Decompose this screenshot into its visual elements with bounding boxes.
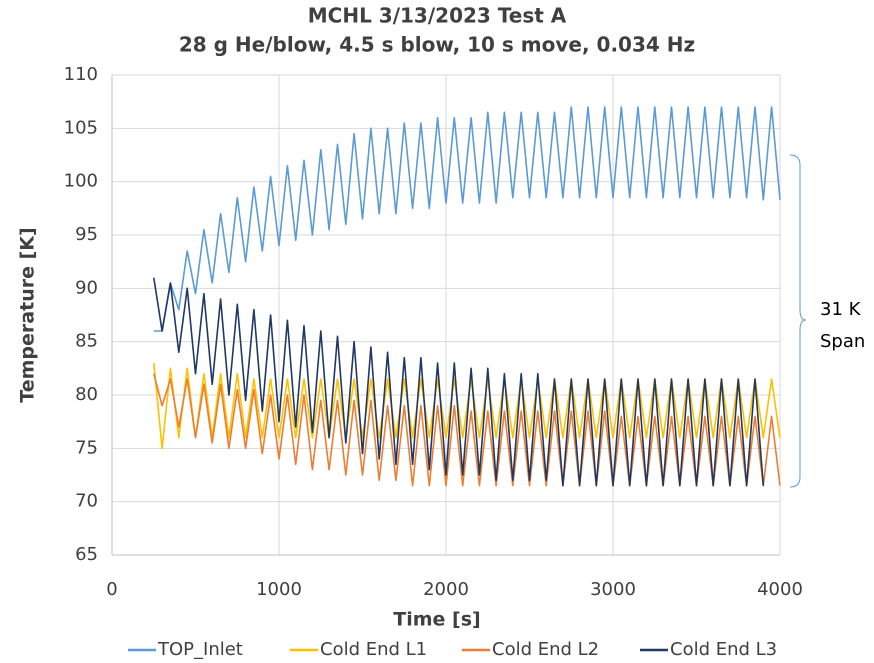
annotation: Span [820, 331, 865, 352]
y-tick-label: 105 [64, 117, 98, 138]
y-axis-label: Temperature [K] [17, 227, 39, 402]
series-line [153, 362, 781, 450]
x-axis-label: Time [s] [393, 609, 480, 631]
x-tick-label: 2000 [423, 579, 469, 600]
y-tick-label: 90 [75, 277, 98, 298]
x-tick-label: 0 [106, 579, 117, 600]
annotation: 31 K [820, 299, 862, 320]
chart-title: MCHL 3/13/2023 Test A [308, 4, 567, 28]
span-bracket [789, 154, 807, 488]
chart-subtitle: 28 g He/blow, 4.5 s blow, 10 s move, 0.0… [179, 33, 695, 57]
y-tick-label: 110 [64, 64, 98, 85]
y-tick-label: 70 [75, 491, 98, 512]
y-tick-label: 65 [75, 544, 98, 565]
y-tick-label: 75 [75, 437, 98, 458]
x-tick-label: 1000 [256, 579, 302, 600]
series-line [153, 277, 765, 487]
y-tick-label: 80 [75, 384, 98, 405]
legend-label: Cold End L3 [670, 639, 777, 660]
y-tick-label: 100 [64, 171, 98, 192]
y-tick-label: 85 [75, 331, 98, 352]
x-tick-label: 3000 [590, 579, 636, 600]
legend-label: Cold End L2 [492, 639, 599, 660]
series-line [153, 106, 781, 332]
series-line [153, 373, 781, 487]
legend-label: TOP_Inlet [157, 639, 243, 660]
legend-label: Cold End L1 [320, 639, 427, 660]
x-tick-label: 4000 [757, 579, 803, 600]
y-tick-label: 95 [75, 224, 98, 245]
